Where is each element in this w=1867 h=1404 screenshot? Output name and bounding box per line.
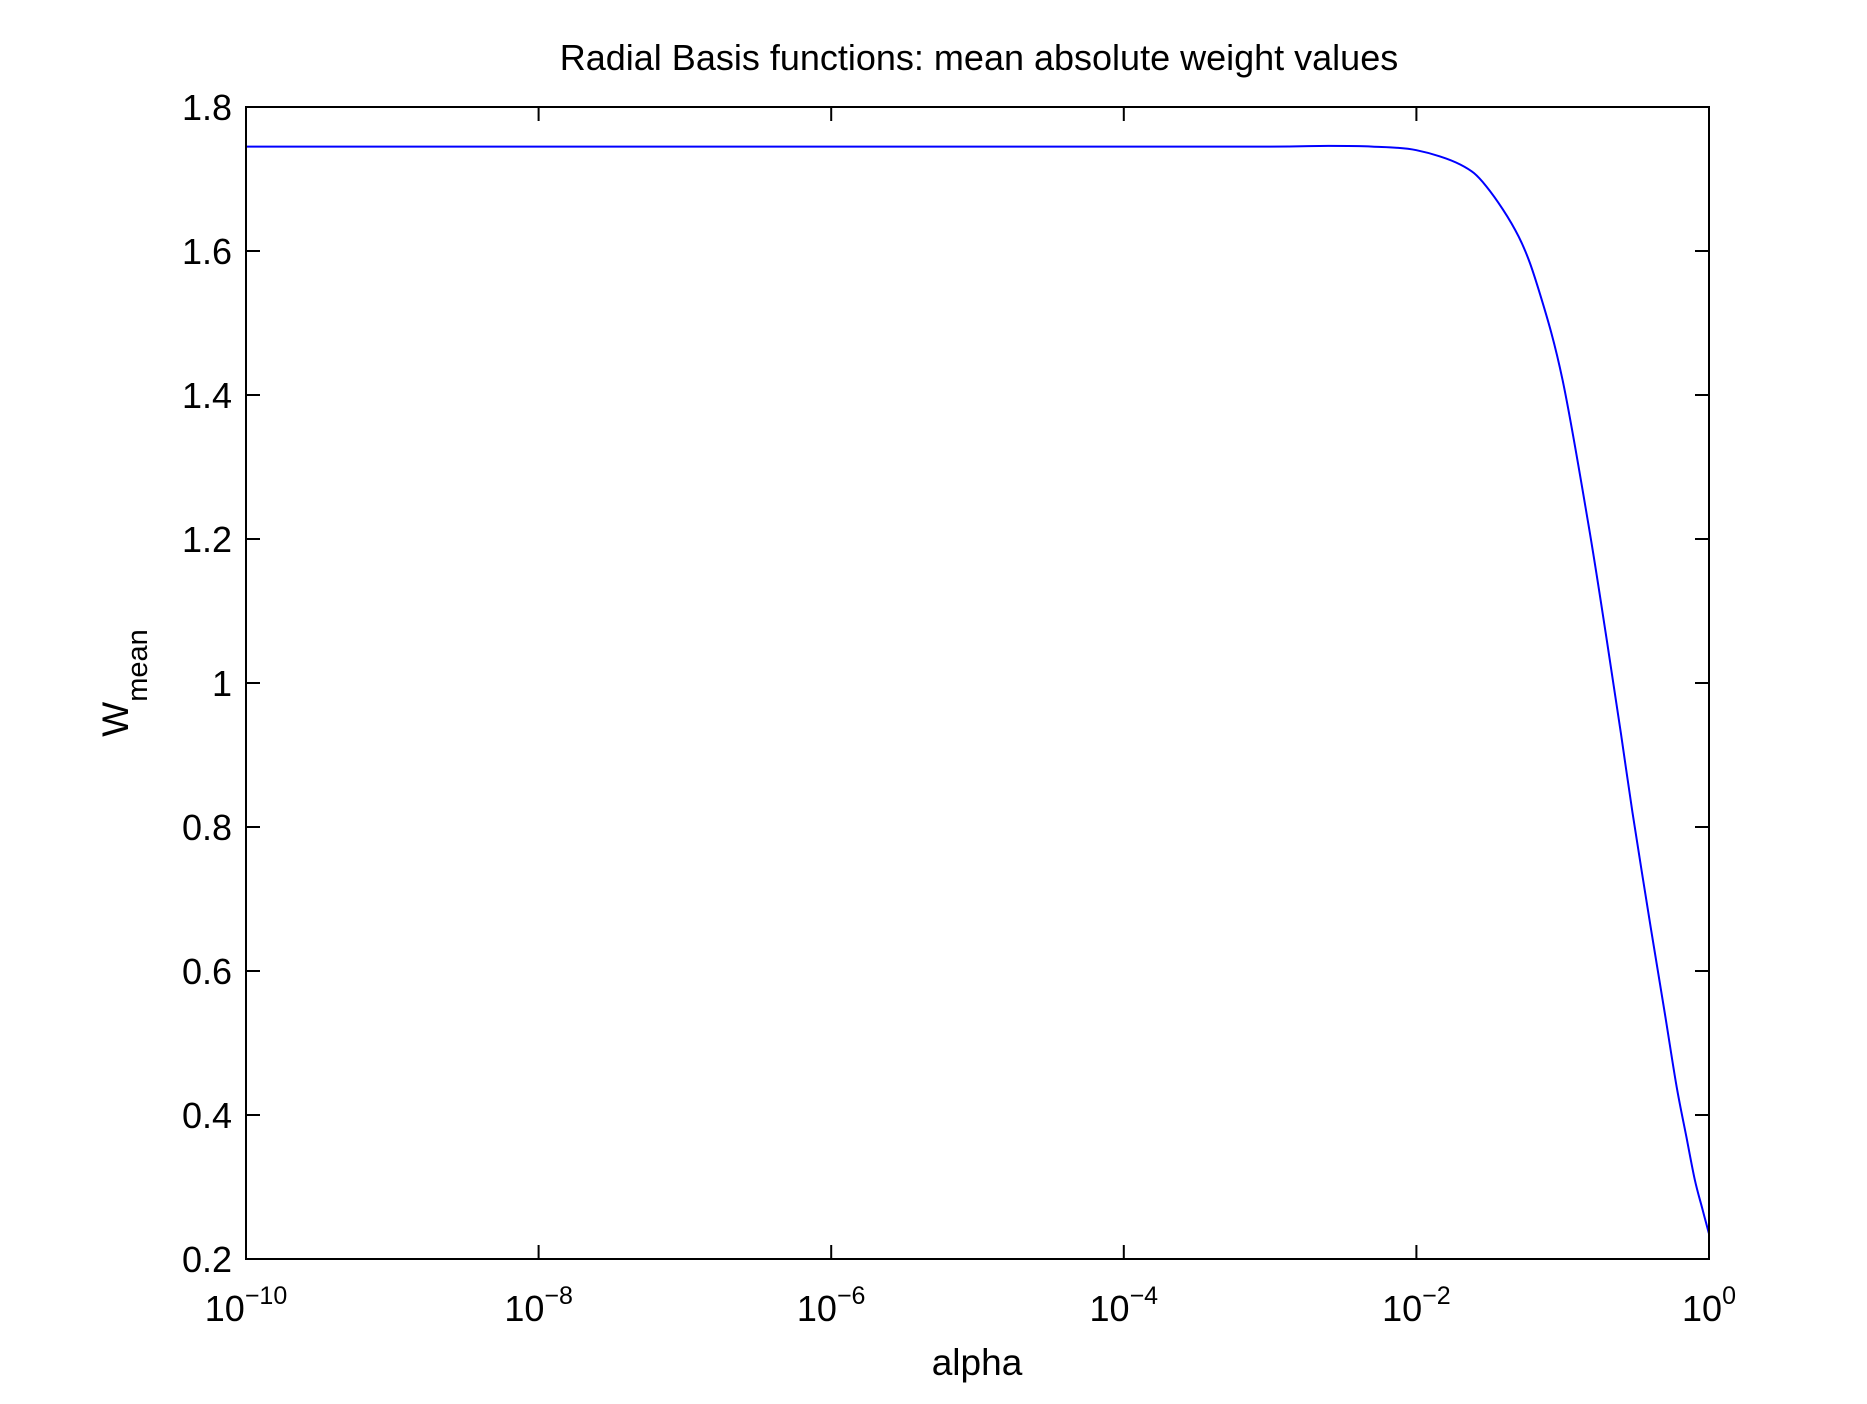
x-tick-label: 10−6 — [797, 1282, 866, 1329]
x-tick-label: 10−8 — [504, 1282, 573, 1329]
x-tick-label-base: 10 — [205, 1288, 245, 1329]
x-tick-label-exponent: −4 — [1130, 1282, 1159, 1310]
x-tick-label-exponent: 0 — [1722, 1282, 1736, 1310]
x-axis-label: alpha — [932, 1342, 1023, 1383]
x-tick-label-base: 10 — [1382, 1288, 1422, 1329]
x-tick-label-base: 10 — [1090, 1288, 1130, 1329]
x-tick-label-exponent: −8 — [544, 1282, 573, 1310]
x-tick-label: 10−2 — [1382, 1282, 1451, 1329]
y-tick-label: 0.2 — [182, 1239, 232, 1280]
y-tick-label: 1.6 — [182, 231, 232, 272]
y-axis-label-main: W — [95, 702, 136, 737]
y-axis-label-subscript: mean — [122, 629, 154, 702]
y-axis-label: Wmean — [95, 629, 154, 736]
y-tick-label: 0.8 — [182, 807, 232, 848]
x-tick-label-base: 10 — [797, 1288, 837, 1329]
x-tick-label-base: 10 — [1682, 1288, 1722, 1329]
x-tick-label-exponent: −2 — [1422, 1282, 1451, 1310]
plot-area-frame — [245, 106, 1710, 1260]
x-tick-label: 10−10 — [205, 1282, 287, 1329]
y-axis-ticks: 0.2 0.4 0.6 0.8 1 1.2 1.4 1.6 1.8 — [182, 87, 1709, 1280]
y-tick-label: 0.6 — [182, 951, 232, 992]
x-tick-label-exponent: −10 — [245, 1282, 287, 1310]
y-tick-label: 1.2 — [182, 519, 232, 560]
x-axis-ticks: 10−10 10−8 10−6 10−4 10−2 100 — [205, 107, 1736, 1329]
x-tick-label-base: 10 — [504, 1288, 544, 1329]
y-tick-label: 0.4 — [182, 1095, 232, 1136]
chart-title: Radial Basis functions: mean absolute we… — [560, 37, 1398, 78]
x-tick-label-exponent: −6 — [837, 1282, 866, 1310]
series-layer — [246, 144, 1710, 1235]
x-tick-label: 10−4 — [1090, 1282, 1159, 1329]
y-tick-label: 1 — [212, 663, 232, 704]
y-tick-label: 1.8 — [182, 87, 232, 128]
x-tick-label: 100 — [1682, 1282, 1736, 1329]
y-tick-label: 1.4 — [182, 375, 232, 416]
series-line — [246, 144, 1710, 1235]
